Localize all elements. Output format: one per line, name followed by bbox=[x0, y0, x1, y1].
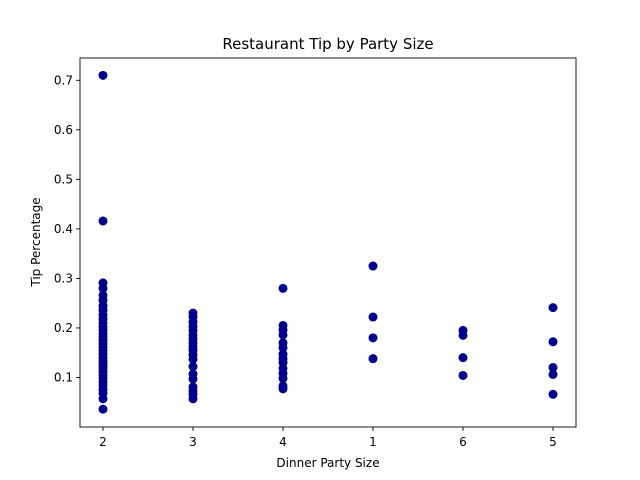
data-point-57 bbox=[278, 343, 288, 353]
y-axis-label: Tip Percentage bbox=[29, 197, 43, 287]
data-point-68 bbox=[368, 333, 378, 343]
data-point-55 bbox=[278, 330, 288, 340]
y-tick-label: 0.2 bbox=[54, 321, 73, 335]
data-point-51 bbox=[188, 394, 198, 404]
y-axis-ticks: 0.1 0.2 0.3 0.4 0.5 0.6 0.7 bbox=[54, 73, 80, 384]
x-tick-label: 3 bbox=[189, 435, 197, 449]
data-point-75 bbox=[548, 337, 558, 347]
x-axis-ticks: 2 3 4 1 6 5 bbox=[99, 427, 557, 449]
data-point-69 bbox=[368, 354, 378, 364]
data-point-66 bbox=[368, 261, 378, 271]
data-point-44 bbox=[188, 354, 198, 364]
data-point-0 bbox=[98, 70, 108, 80]
data-point-63 bbox=[278, 373, 288, 383]
data-point-3 bbox=[98, 283, 108, 293]
y-tick-label: 0.3 bbox=[54, 271, 73, 285]
data-point-76 bbox=[548, 363, 558, 373]
data-point-74 bbox=[548, 303, 558, 313]
data-point-73 bbox=[458, 370, 468, 380]
data-point-65 bbox=[278, 384, 288, 394]
x-tick-label: 6 bbox=[459, 435, 467, 449]
y-tick-label: 0.1 bbox=[54, 370, 73, 384]
y-tick-label: 0.4 bbox=[54, 222, 73, 236]
y-tick-label: 0.6 bbox=[54, 123, 73, 137]
data-point-71 bbox=[458, 330, 468, 340]
data-point-32 bbox=[98, 404, 108, 414]
y-tick-label: 0.5 bbox=[54, 172, 73, 186]
data-point-72 bbox=[458, 353, 468, 363]
chart-title: Restaurant Tip by Party Size bbox=[222, 35, 433, 53]
x-axis-label: Dinner Party Size bbox=[276, 456, 379, 470]
data-point-1 bbox=[98, 216, 108, 226]
plot-frame bbox=[79, 57, 577, 428]
x-tick-label: 4 bbox=[279, 435, 287, 449]
data-point-31 bbox=[98, 394, 108, 404]
data-point-47 bbox=[188, 374, 198, 384]
data-point-52 bbox=[278, 283, 288, 293]
data-point-45 bbox=[188, 362, 198, 372]
data-point-77 bbox=[548, 370, 558, 379]
x-tick-label: 2 bbox=[99, 435, 107, 449]
y-tick-label: 0.7 bbox=[54, 73, 73, 87]
data-point-67 bbox=[368, 312, 378, 322]
data-points bbox=[98, 70, 558, 414]
x-tick-label: 1 bbox=[369, 435, 377, 449]
data-point-78 bbox=[548, 389, 558, 399]
x-tick-label: 5 bbox=[549, 435, 557, 449]
